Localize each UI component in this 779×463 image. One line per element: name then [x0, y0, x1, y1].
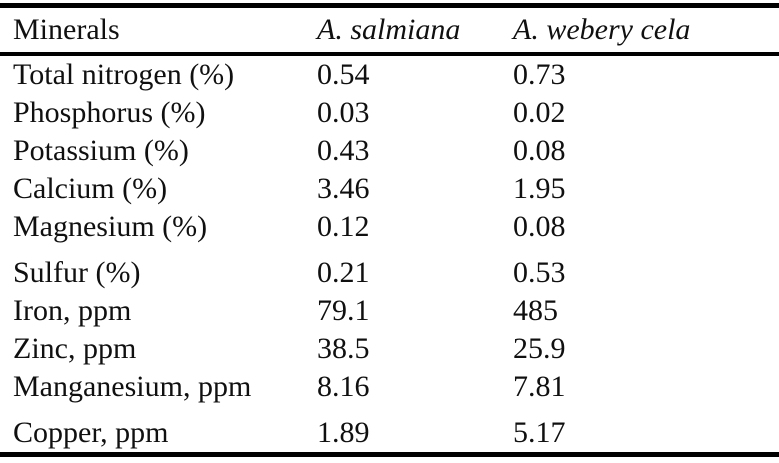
mineral-label: Sulfur (%) [13, 256, 141, 289]
webery-value: 485 [513, 294, 558, 327]
column-header-a-salmiana: A. salmiana [317, 13, 461, 46]
salmiana-value: 79.1 [317, 294, 370, 327]
table-row: Zinc, ppm 38.5 25.9 [0, 330, 779, 368]
table-row: Sulfur (%) 0.21 0.53 [0, 246, 779, 292]
table-row: Iron, ppm 79.1 485 [0, 292, 779, 330]
webery-value: 0.73 [513, 58, 566, 91]
webery-value: 0.08 [513, 134, 566, 167]
table-row: Magnesium (%) 0.12 0.08 [0, 208, 779, 246]
salmiana-value: 3.46 [317, 172, 370, 205]
webery-value: 7.81 [513, 370, 566, 403]
table-row: Potassium (%) 0.43 0.08 [0, 132, 779, 170]
mineral-label: Calcium (%) [13, 172, 168, 205]
mineral-label: Manganesium, ppm [13, 370, 252, 403]
table-row: Copper, ppm 1.89 5.17 [0, 406, 779, 455]
table-row: Calcium (%) 3.46 1.95 [0, 170, 779, 208]
salmiana-value: 8.16 [317, 370, 370, 403]
salmiana-value: 0.21 [317, 256, 370, 289]
header-row: Minerals A. salmiana A. webery cela [0, 6, 779, 54]
salmiana-value: 0.54 [317, 58, 370, 91]
mineral-label: Magnesium (%) [13, 210, 208, 243]
salmiana-value: 0.12 [317, 210, 370, 243]
table-row: Total nitrogen (%) 0.54 0.73 [0, 54, 779, 94]
webery-value: 25.9 [513, 332, 566, 365]
column-header-minerals: Minerals [13, 13, 120, 46]
webery-value: 0.08 [513, 210, 566, 243]
webery-value: 0.53 [513, 256, 566, 289]
mineral-label: Potassium (%) [13, 134, 189, 167]
webery-value: 0.02 [513, 96, 566, 129]
salmiana-value: 1.89 [317, 416, 370, 449]
webery-value: 5.17 [513, 416, 566, 449]
salmiana-value: 0.03 [317, 96, 370, 129]
mineral-label: Phosphorus (%) [13, 96, 206, 129]
table-row: Manganesium, ppm 8.16 7.81 [0, 368, 779, 406]
salmiana-value: 0.43 [317, 134, 370, 167]
minerals-comparison-table: Minerals A. salmiana A. webery cela Tota… [0, 3, 779, 457]
webery-value: 1.95 [513, 172, 566, 205]
table-row: Phosphorus (%) 0.03 0.02 [0, 94, 779, 132]
mineral-label: Copper, ppm [13, 416, 169, 449]
salmiana-value: 38.5 [317, 332, 370, 365]
mineral-label: Iron, ppm [13, 294, 132, 327]
mineral-label: Total nitrogen (%) [13, 58, 235, 91]
column-header-a-webery-cela: A. webery cela [513, 13, 691, 46]
mineral-label: Zinc, ppm [13, 332, 137, 365]
